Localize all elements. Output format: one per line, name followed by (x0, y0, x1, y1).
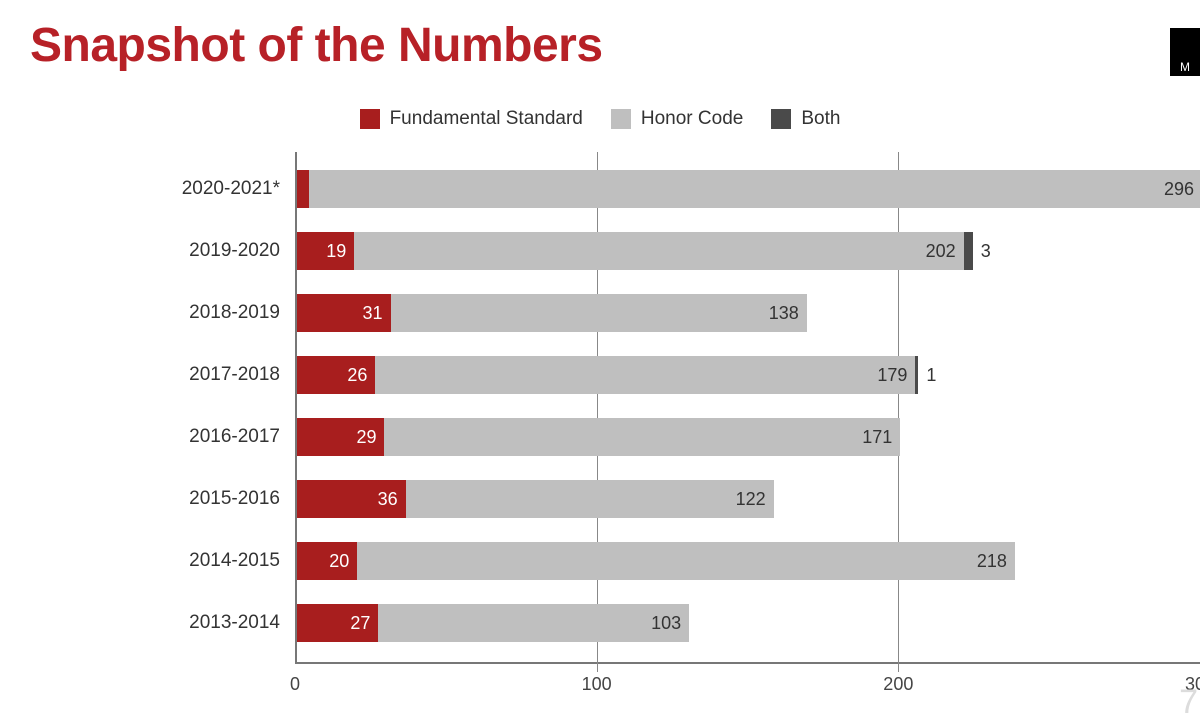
stacked-bar-chart: 01002003002020-2021*42962019-20201920232… (0, 152, 1200, 692)
y-axis-label: 2018-2019 (80, 294, 280, 332)
legend-label: Honor Code (641, 108, 743, 130)
chart-row: 2020-2021*4296 (295, 170, 1200, 208)
bar-value-label: 1 (926, 365, 936, 386)
bar-value-label: 122 (736, 489, 766, 510)
x-tick-label: 100 (582, 674, 612, 695)
bar-value-label: 202 (926, 241, 956, 262)
y-axis-label: 2019-2020 (80, 232, 280, 270)
bar-segment: 29 (297, 418, 384, 456)
bar-segment: 27 (297, 604, 378, 642)
y-axis-label: 2013-2014 (80, 604, 280, 642)
bar-group: 29 171 (297, 418, 900, 456)
chart-row: 2013-201427103 (295, 604, 1200, 642)
y-axis-label: 2016-2017 (80, 418, 280, 456)
chart-plot-area: 01002003002020-2021*42962019-20201920232… (295, 152, 1200, 662)
legend-item: Fundamental Standard (360, 108, 583, 130)
x-gridline (597, 152, 598, 672)
bar-value-label: 103 (651, 613, 681, 634)
bar-value-label: 179 (877, 365, 907, 386)
bar-group: 19 202 3 (297, 232, 973, 270)
bar-value-label: 19 (326, 241, 346, 262)
y-axis-label: 2014-2015 (80, 542, 280, 580)
bar-segment: 20 (297, 542, 357, 580)
y-axis-label: 2020-2021* (80, 170, 280, 208)
legend-swatch (771, 109, 791, 129)
legend-item: Honor Code (611, 108, 743, 130)
bar-group: 26 179 1 (297, 356, 918, 394)
bar-segment: 138 (391, 294, 807, 332)
y-axis-label: 2015-2016 (80, 480, 280, 518)
bar-segment: 296 (309, 170, 1200, 208)
bar-segment: 179 (375, 356, 915, 394)
bar-group: 4 296 (297, 170, 1200, 208)
bar-segment: 19 (297, 232, 354, 270)
bar-segment: 36 (297, 480, 406, 518)
bar-group: 27 103 (297, 604, 689, 642)
bar-segment: 202 (354, 232, 963, 270)
chart-row: 2014-201520218 (295, 542, 1200, 580)
bar-segment: 1 (915, 356, 918, 394)
x-axis-line (295, 662, 1200, 664)
page-title: Snapshot of the Numbers (30, 18, 603, 73)
x-gridline (898, 152, 899, 672)
bar-segment: 171 (384, 418, 900, 456)
bar-segment: 4 (297, 170, 309, 208)
legend-swatch (611, 109, 631, 129)
bar-segment: 31 (297, 294, 391, 332)
legend-label: Both (801, 108, 840, 130)
chart-row: 2018-201931138 (295, 294, 1200, 332)
bar-value-label: 20 (329, 551, 349, 572)
chart-row: 2017-2018261791 (295, 356, 1200, 394)
chart-row: 2019-2020192023 (295, 232, 1200, 270)
bar-value-label: 27 (350, 613, 370, 634)
bar-group: 31 138 (297, 294, 807, 332)
y-axis-label: 2017-2018 (80, 356, 280, 394)
bar-value-label: 3 (981, 241, 991, 262)
x-tick-label: 200 (883, 674, 913, 695)
chart-legend: Fundamental Standard Honor Code Both (0, 108, 1200, 130)
corner-badge: M (1170, 28, 1200, 76)
bar-group: 36 122 (297, 480, 774, 518)
legend-item: Both (771, 108, 840, 130)
bar-segment: 122 (406, 480, 774, 518)
bar-group: 20 218 (297, 542, 1015, 580)
chart-row: 2015-201636122 (295, 480, 1200, 518)
bar-value-label: 171 (862, 427, 892, 448)
bar-value-label: 296 (1164, 179, 1194, 200)
x-tick-label: 0 (290, 674, 300, 695)
bar-segment: 3 (964, 232, 973, 270)
bar-value-label: 31 (362, 303, 382, 324)
chart-row: 2016-201729171 (295, 418, 1200, 456)
bar-segment: 218 (357, 542, 1015, 580)
watermark: 7 (1179, 683, 1198, 722)
bar-segment: 26 (297, 356, 375, 394)
bar-segment: 103 (378, 604, 689, 642)
bar-value-label: 29 (356, 427, 376, 448)
legend-swatch (360, 109, 380, 129)
bar-value-label: 218 (977, 551, 1007, 572)
bar-value-label: 138 (769, 303, 799, 324)
bar-value-label: 36 (378, 489, 398, 510)
legend-label: Fundamental Standard (390, 108, 583, 130)
bar-value-label: 26 (347, 365, 367, 386)
y-axis-line (295, 152, 297, 662)
